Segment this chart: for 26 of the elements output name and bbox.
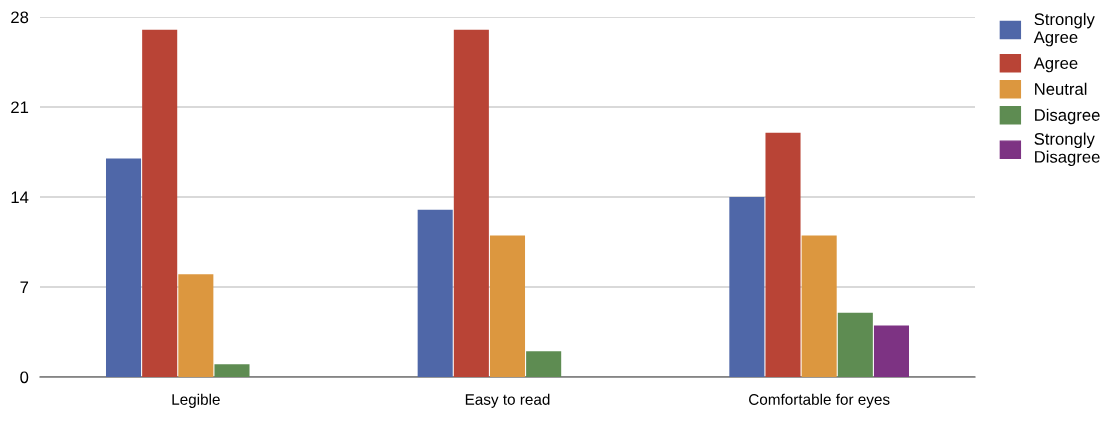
bar (178, 274, 214, 377)
y-tick-label: 21 (11, 101, 29, 114)
bar (873, 325, 910, 377)
bar (214, 364, 250, 377)
legend-label: Neutral (1035, 82, 1087, 95)
y-tick-label: 7 (20, 281, 29, 294)
x-tick-label: Legible (172, 393, 220, 408)
bar (801, 235, 837, 377)
y-tick-label: 0 (20, 371, 29, 384)
bar (837, 312, 873, 377)
legend-label: Strongly Agree (1033, 12, 1095, 47)
legend-label: Strongly Disagree (1034, 132, 1100, 167)
y-tick-label: 28 (11, 11, 29, 24)
x-tick-label: Comfortable for eyes (749, 393, 890, 408)
bar (142, 29, 178, 377)
y-tick-label: 14 (11, 191, 29, 204)
x-tick-label: Easy to read (465, 393, 550, 408)
legend-label: Agree (1033, 57, 1078, 73)
bar (489, 235, 526, 377)
bar (105, 158, 142, 377)
bar (417, 209, 453, 377)
bar (729, 197, 765, 377)
legend-label: Disagree (1035, 108, 1100, 125)
bar (765, 132, 801, 377)
bar (526, 351, 562, 377)
bar (453, 29, 489, 377)
